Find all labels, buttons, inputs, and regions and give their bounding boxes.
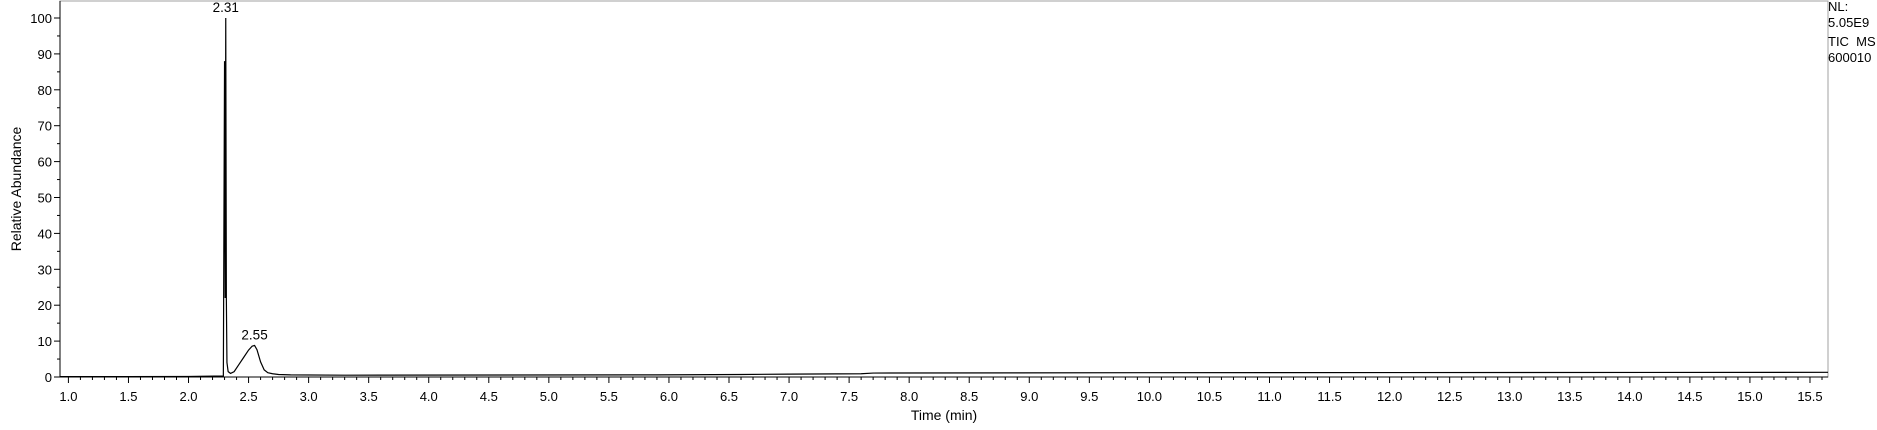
x-axis-title: Time (min) [911, 407, 977, 423]
x-tick-label: 4.0 [420, 389, 438, 404]
y-axis-title: Relative Abundance [8, 127, 24, 252]
x-tick-label: 15.0 [1737, 389, 1762, 404]
x-tick-label: 14.5 [1677, 389, 1702, 404]
x-tick-label: 14.0 [1617, 389, 1642, 404]
x-tick-label: 10.5 [1197, 389, 1222, 404]
y-tick-label: 60 [38, 155, 52, 170]
x-tick-label: 6.5 [720, 389, 738, 404]
x-axis-ticks: 1.0 1.5 2.0 2.5 3.0 3.5 4.0 4.5 5.0 5.5 6.0 6.5 7.0 7… [59, 377, 1823, 404]
x-tick-label: 2.5 [240, 389, 258, 404]
tic-trace-line [59, 17, 1829, 378]
y-tick-label: 50 [38, 191, 52, 206]
x-tick-label: 3.5 [360, 389, 378, 404]
y-tick-label: 10 [38, 334, 52, 349]
x-tick-label: 4.5 [480, 389, 498, 404]
y-tick-label: 80 [38, 83, 52, 98]
scan-type: TIC MS [1828, 34, 1876, 49]
trace-info-panel: NL: 5.05E9 TIC MS 600010 [1828, 0, 1876, 65]
nl-value: 5.05E9 [1828, 15, 1869, 30]
file-name: 600010 [1828, 50, 1871, 65]
x-tick-label: 13.5 [1557, 389, 1582, 404]
x-tick-label: 11.5 [1317, 389, 1341, 404]
x-tick-label: 12.0 [1377, 389, 1402, 404]
y-tick-label: 40 [38, 226, 52, 241]
x-tick-label: 5.0 [540, 389, 558, 404]
x-tick-label: 11.0 [1257, 389, 1281, 404]
y-tick-label: 70 [38, 119, 52, 134]
x-tick-label: 3.0 [300, 389, 318, 404]
x-tick-label: 1.5 [119, 389, 137, 404]
plot-frame [59, 0, 1829, 378]
x-tick-label: 8.0 [900, 389, 918, 404]
x-tick-label: 6.0 [660, 389, 678, 404]
y-tick-label: 30 [38, 262, 52, 277]
x-tick-label: 12.5 [1437, 389, 1462, 404]
y-axis-ticks: 0 10 20 30 40 50 60 70 80 90 100 [30, 11, 60, 385]
x-tick-label: 9.5 [1080, 389, 1098, 404]
x-tick-label: 1.0 [59, 389, 77, 404]
x-tick-label: 15.5 [1797, 389, 1822, 404]
peak-label: 2.55 [241, 327, 267, 342]
peak-label: 2.31 [213, 0, 239, 15]
x-tick-label: 13.0 [1497, 389, 1522, 404]
nl-label: NL: [1828, 0, 1848, 14]
y-tick-label: 100 [30, 11, 52, 26]
x-tick-label: 9.0 [1020, 389, 1038, 404]
x-tick-label: 8.5 [960, 389, 978, 404]
x-tick-label: 10.0 [1137, 389, 1162, 404]
y-tick-label: 90 [38, 47, 52, 62]
y-tick-label: 20 [38, 298, 52, 313]
peak-labels: 2.31 2.55 [213, 0, 268, 342]
x-tick-label: 7.0 [780, 389, 798, 404]
x-tick-label: 7.5 [840, 389, 858, 404]
y-tick-label: 0 [45, 370, 52, 385]
x-tick-label: 5.5 [600, 389, 618, 404]
x-tick-label: 2.0 [179, 389, 197, 404]
